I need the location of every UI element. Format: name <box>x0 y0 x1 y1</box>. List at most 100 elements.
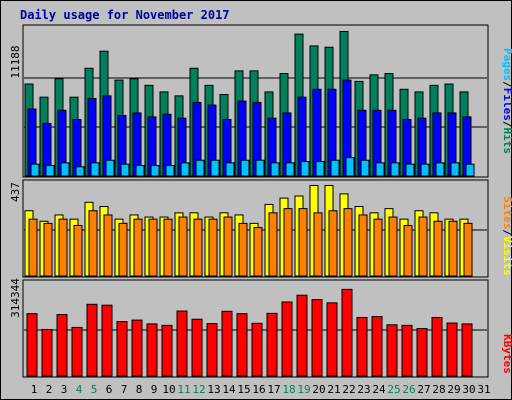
x-tick-label: 15 <box>237 383 250 396</box>
pages-bar <box>105 159 115 177</box>
x-tick-label: 3 <box>61 383 68 396</box>
kbytes-bar <box>326 302 338 377</box>
sites-bar <box>403 224 413 277</box>
sites-bar <box>448 220 458 277</box>
hits-y-max-label: 11188 <box>9 45 22 78</box>
pages-bar <box>165 164 175 177</box>
pages-bar <box>315 161 325 177</box>
sites-bar <box>328 210 338 277</box>
sites-bar <box>133 218 143 277</box>
kbytes-bar <box>371 316 383 377</box>
pages-bar <box>240 159 250 177</box>
x-tick-label: 17 <box>267 383 280 396</box>
x-tick-label: 12 <box>192 383 205 396</box>
kbytes-bar <box>266 312 278 377</box>
kbytes-bar <box>41 328 53 377</box>
x-tick-label: 24 <box>372 383 386 396</box>
kbytes-bar <box>341 288 353 377</box>
x-tick-label: 2 <box>46 383 53 396</box>
pages-bar <box>360 159 370 177</box>
pages-bar <box>390 162 400 177</box>
x-tick-label: 21 <box>327 383 340 396</box>
sites-bar <box>208 218 218 277</box>
pages-bar <box>30 163 40 177</box>
kbytes-bar <box>26 313 38 377</box>
x-tick-label: 7 <box>121 383 128 396</box>
x-tick-label: 29 <box>447 383 460 396</box>
sites-bar <box>148 218 158 277</box>
sites-bar <box>58 218 68 277</box>
pages-bar <box>195 159 205 177</box>
sites-bar <box>418 216 428 277</box>
sites-bar <box>253 227 263 277</box>
x-tick-label: 9 <box>151 383 158 396</box>
x-tick-label: 1 <box>31 383 38 396</box>
kbytes-bar <box>71 326 83 377</box>
kbytes-bar <box>251 322 263 377</box>
kbytes-bar <box>86 303 98 377</box>
kbytes-bar <box>56 314 68 377</box>
x-tick-label: 11 <box>177 383 190 396</box>
kbytes-bar <box>311 299 323 377</box>
kbytes-bar <box>101 304 113 377</box>
x-tick-label: 28 <box>432 383 445 396</box>
sites-bar <box>43 222 53 277</box>
pages-bar <box>285 162 295 177</box>
x-tick-label: 18 <box>282 383 295 396</box>
x-tick-label: 19 <box>297 383 310 396</box>
pages-bar <box>210 159 220 177</box>
pages-bar <box>345 157 355 177</box>
x-tick-label: 30 <box>462 383 475 396</box>
pages-bar <box>255 159 265 177</box>
x-tick-label: 23 <box>357 383 370 396</box>
pages-bar <box>375 162 385 177</box>
pages-bar <box>150 164 160 177</box>
pages-bar <box>465 163 475 177</box>
kbytes-bar <box>416 328 428 377</box>
legend-hits: Hits <box>501 128 512 155</box>
pages-bar <box>75 166 85 177</box>
sites-bar <box>88 210 98 277</box>
kbytes-panel-legend: KBytes <box>501 334 512 374</box>
pages-bar <box>225 162 235 177</box>
x-tick-label: 27 <box>417 383 430 396</box>
pages-bar <box>45 164 55 177</box>
kbytes-bar <box>356 316 368 377</box>
visits-panel-legend: Sites/Visits <box>501 196 512 276</box>
hits-panel-legend: Pages/Files/Hits <box>501 48 512 154</box>
sites-bar <box>118 222 128 277</box>
kbytes-bar <box>431 316 443 377</box>
x-tick-label: 4 <box>76 383 83 396</box>
pages-bar <box>180 162 190 177</box>
legend-pages: Pages <box>501 48 512 81</box>
kbytes-bar <box>131 319 143 377</box>
sites-bar <box>103 214 113 277</box>
sites-bar <box>178 216 188 277</box>
kbytes-bar <box>236 313 248 377</box>
sites-bar <box>163 218 173 277</box>
x-tick-label: 8 <box>136 383 143 396</box>
kbytes-bar <box>221 310 233 377</box>
kbytes-bar <box>161 324 173 377</box>
kbytes-bar <box>281 301 293 377</box>
sites-bar <box>193 218 203 277</box>
x-tick-label: 14 <box>222 383 236 396</box>
sites-bar <box>73 224 83 277</box>
pages-bar <box>60 162 70 177</box>
sites-bar <box>238 222 248 277</box>
kbytes-bar <box>461 323 473 377</box>
pages-bar <box>120 163 130 177</box>
x-tick-label: 31 <box>477 383 490 396</box>
x-tick-label: 10 <box>162 383 175 396</box>
pages-bar <box>135 164 145 177</box>
sites-bar <box>433 220 443 277</box>
x-tick-label: 22 <box>342 383 355 396</box>
kbytes-bar <box>176 310 188 377</box>
x-tick-label: 16 <box>252 383 265 396</box>
pages-bar <box>420 163 430 177</box>
sites-bar <box>343 208 353 277</box>
pages-bar <box>90 162 100 177</box>
x-tick-label: 25 <box>387 383 400 396</box>
sites-bar <box>463 222 473 277</box>
